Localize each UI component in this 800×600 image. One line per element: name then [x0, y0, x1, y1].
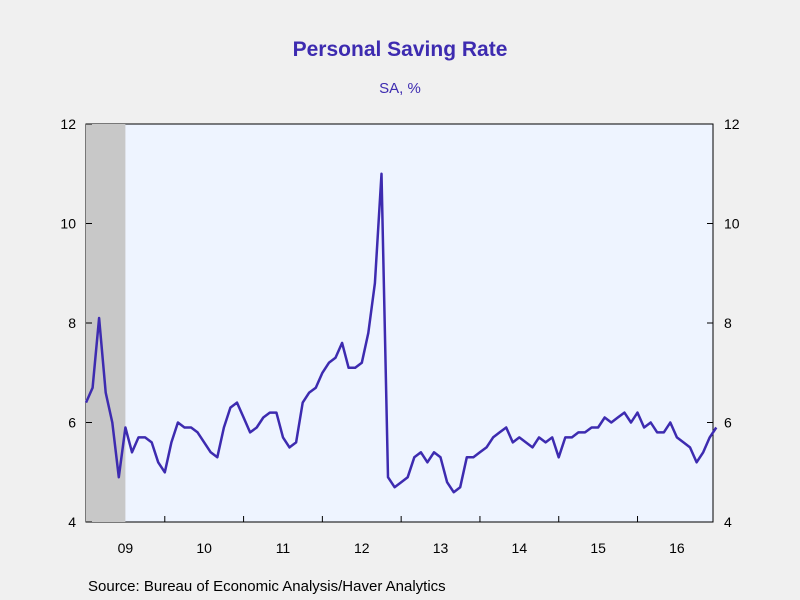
x-tick-label: 16 [669, 540, 685, 556]
y-tick-label-left: 8 [68, 315, 76, 331]
x-tick-label: 13 [433, 540, 449, 556]
chart-title: Personal Saving Rate [292, 38, 508, 61]
x-tick-label: 15 [590, 540, 606, 556]
chart-subtitle: SA, % [379, 80, 421, 97]
y-tick-label-right: 4 [724, 514, 732, 530]
plot-area [85, 123, 714, 523]
series-line-0 [84, 172, 718, 494]
y-tick-label-right: 12 [724, 116, 740, 132]
y-tick-label-left: 12 [60, 116, 76, 132]
y-tick-label-left: 4 [68, 514, 76, 530]
recession-shading [86, 124, 126, 522]
y-tick-label-left: 10 [60, 216, 76, 232]
x-tick-label: 14 [512, 540, 528, 556]
x-tick-label: 10 [196, 540, 212, 556]
source-note: Source: Bureau of Economic Analysis/Have… [88, 578, 446, 595]
x-tick-label: 09 [118, 540, 134, 556]
x-tick-label: 11 [276, 540, 291, 556]
x-tick-label: 12 [354, 540, 370, 556]
y-tick-label-right: 6 [724, 415, 732, 431]
y-tick-label-right: 8 [724, 315, 732, 331]
y-tick-label-right: 10 [724, 216, 740, 232]
y-tick-label-left: 6 [68, 415, 76, 431]
